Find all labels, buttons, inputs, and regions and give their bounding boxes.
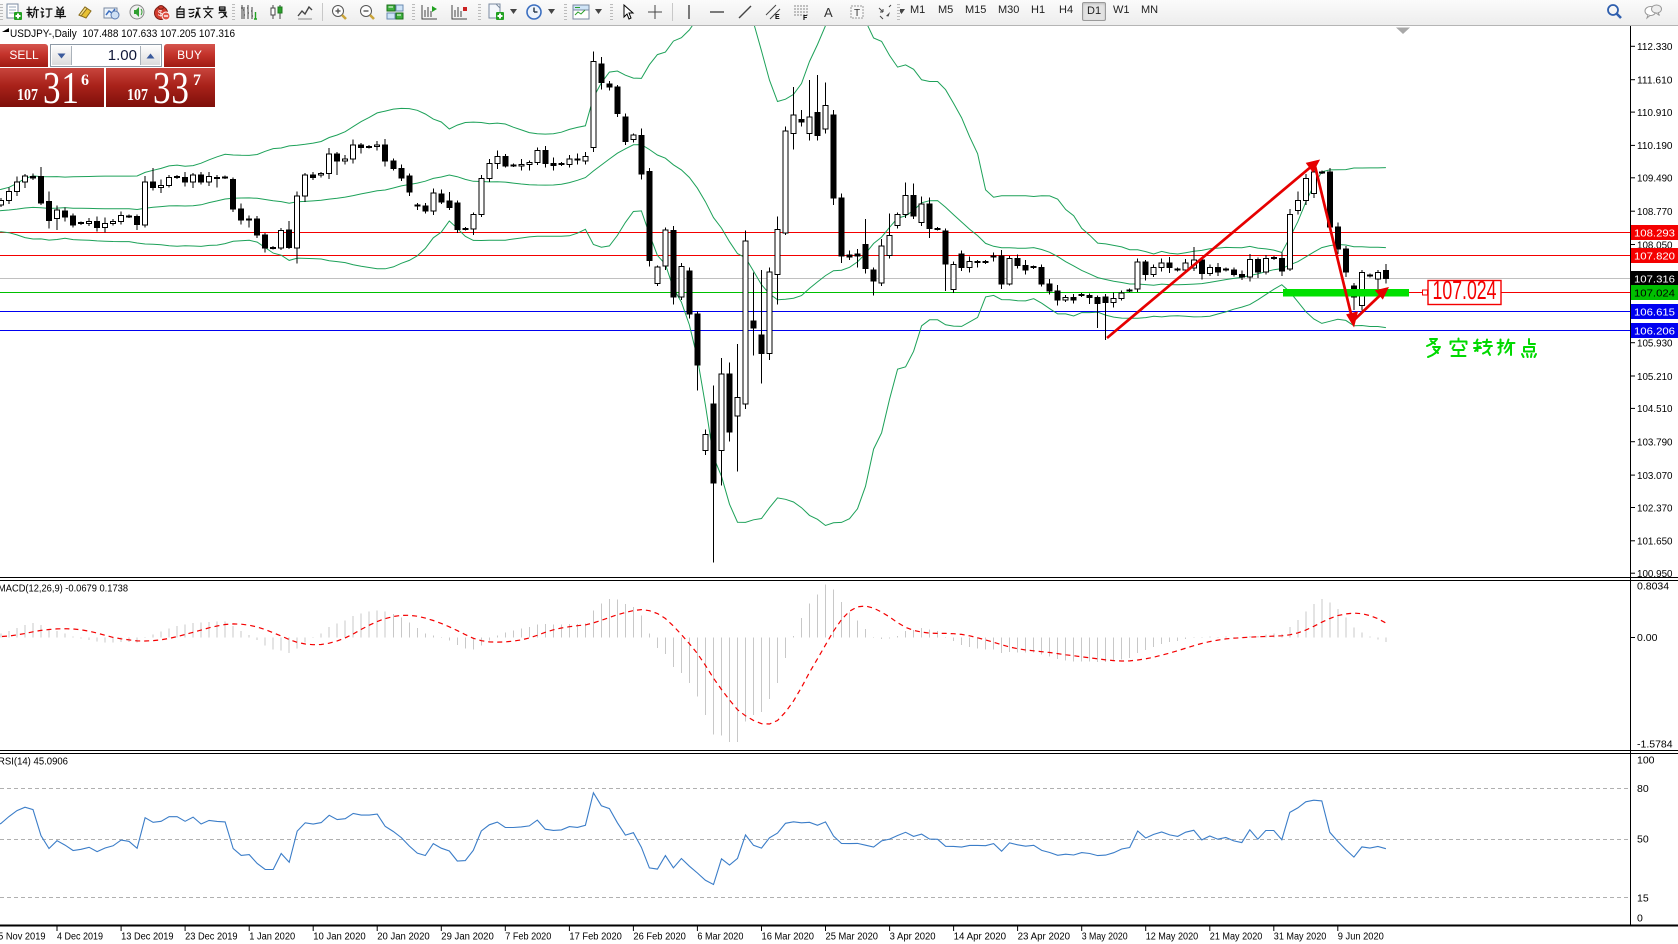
svg-text:106.206: 106.206 <box>1634 326 1675 338</box>
svg-text:25 Nov 2019: 25 Nov 2019 <box>0 932 46 943</box>
svg-text:107.024: 107.024 <box>1634 288 1675 300</box>
svg-text:29 Jan 2020: 29 Jan 2020 <box>441 932 494 943</box>
svg-text:4 Dec 2019: 4 Dec 2019 <box>57 932 103 943</box>
svg-text:103.790: 103.790 <box>1637 437 1673 449</box>
svg-text:104.510: 104.510 <box>1637 403 1673 415</box>
svg-text:$: $ <box>158 9 163 18</box>
svg-text:20 Jan 2020: 20 Jan 2020 <box>377 932 430 943</box>
svg-text:108.293: 108.293 <box>1634 228 1675 240</box>
svg-text:102.370: 102.370 <box>1637 502 1673 514</box>
svg-text:108.770: 108.770 <box>1637 206 1673 218</box>
svg-text:7 Feb 2020: 7 Feb 2020 <box>505 932 551 943</box>
svg-text:15: 15 <box>1637 892 1649 904</box>
svg-text:26 Feb 2020: 26 Feb 2020 <box>633 932 686 943</box>
svg-text:111.610: 111.610 <box>1637 75 1673 87</box>
svg-text:17 Feb 2020: 17 Feb 2020 <box>569 932 622 943</box>
svg-text:23 Apr 2020: 23 Apr 2020 <box>1018 932 1071 943</box>
svg-text:0.8034: 0.8034 <box>1637 581 1669 593</box>
svg-text:107.024: 107.024 <box>1433 277 1497 305</box>
svg-text:E: E <box>775 14 780 21</box>
svg-text:3 Apr 2020: 3 Apr 2020 <box>890 932 936 943</box>
svg-text:9 Jun 2020: 9 Jun 2020 <box>1338 932 1384 943</box>
svg-text:USDJPY-,Daily 107.488 107.633: USDJPY-,Daily 107.488 107.633 107.205 10… <box>10 28 235 40</box>
svg-text:10 Jan 2020: 10 Jan 2020 <box>313 932 366 943</box>
svg-text:21 May 2020: 21 May 2020 <box>1210 932 1263 943</box>
svg-text:106.615: 106.615 <box>1634 307 1675 319</box>
svg-text:0: 0 <box>1637 913 1643 925</box>
svg-text:MACD(12,26,9) -0.0679 0.1738: MACD(12,26,9) -0.0679 0.1738 <box>0 584 128 595</box>
svg-text:23 Dec 2019: 23 Dec 2019 <box>185 932 238 943</box>
svg-text:110.190: 110.190 <box>1637 140 1673 152</box>
svg-text:3 May 2020: 3 May 2020 <box>1082 932 1128 943</box>
svg-text:80: 80 <box>1637 783 1649 795</box>
svg-text:112.330: 112.330 <box>1637 41 1673 53</box>
svg-text:RSI(14) 45.0906: RSI(14) 45.0906 <box>0 757 68 768</box>
svg-text:0.00: 0.00 <box>1637 632 1658 644</box>
svg-text:13 Dec 2019: 13 Dec 2019 <box>121 932 174 943</box>
svg-text:105.210: 105.210 <box>1637 371 1673 383</box>
svg-text:1 Jan 2020: 1 Jan 2020 <box>249 932 295 943</box>
svg-text:101.650: 101.650 <box>1637 536 1673 548</box>
svg-text:110.910: 110.910 <box>1637 107 1673 119</box>
svg-text:6 Mar 2020: 6 Mar 2020 <box>697 932 743 943</box>
svg-text:F: F <box>803 15 808 21</box>
svg-text:107.316: 107.316 <box>1634 274 1675 286</box>
svg-text:107.820: 107.820 <box>1634 251 1675 263</box>
svg-text:12 May 2020: 12 May 2020 <box>1146 932 1199 943</box>
svg-text:14 Apr 2020: 14 Apr 2020 <box>954 932 1007 943</box>
svg-text:T: T <box>854 8 860 19</box>
svg-text:105.930: 105.930 <box>1637 338 1673 350</box>
svg-text:100.950: 100.950 <box>1637 568 1673 580</box>
svg-text:25 Mar 2020: 25 Mar 2020 <box>826 932 879 943</box>
svg-text:109.490: 109.490 <box>1637 173 1673 185</box>
svg-text:100: 100 <box>1637 754 1655 766</box>
svg-text:50: 50 <box>1637 833 1649 845</box>
svg-text:31 May 2020: 31 May 2020 <box>1274 932 1327 943</box>
svg-text:-1.5784: -1.5784 <box>1637 739 1673 751</box>
svg-text:103.070: 103.070 <box>1637 470 1673 482</box>
svg-text:16 Mar 2020: 16 Mar 2020 <box>762 932 815 943</box>
svg-text:A: A <box>824 5 833 20</box>
